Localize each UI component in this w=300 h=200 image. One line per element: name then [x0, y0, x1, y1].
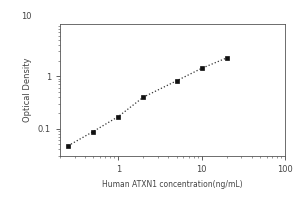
Y-axis label: Optical Density: Optical Density — [23, 58, 32, 122]
X-axis label: Human ATXN1 concentration(ng/mL): Human ATXN1 concentration(ng/mL) — [102, 180, 243, 189]
Text: 10: 10 — [21, 12, 32, 21]
